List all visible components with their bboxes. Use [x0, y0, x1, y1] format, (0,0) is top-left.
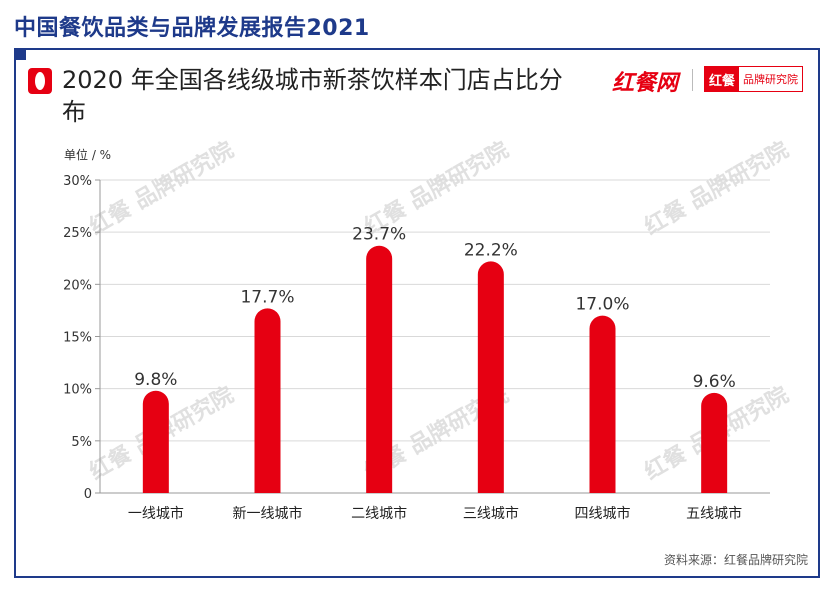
value-label-4: 22.2% — [464, 240, 518, 260]
bar-1 — [142, 390, 169, 493]
logo-main: 红餐网 — [612, 71, 679, 96]
corner-square — [14, 48, 26, 60]
logo-badge-right: 品牌研究院 — [743, 73, 799, 86]
chart-frame — [14, 48, 820, 578]
category-label-2: 新一线城市 — [233, 505, 303, 522]
y-tick-label: 25% — [63, 226, 92, 241]
value-label-3: 23.7% — [352, 225, 406, 245]
watermark-text: 红餐 品牌研究院 — [85, 137, 238, 240]
category-label-3: 二线城市 — [351, 505, 407, 522]
logo-separator — [692, 69, 693, 91]
value-label-6: 9.6% — [693, 372, 736, 392]
report-title: 中国餐饮品类与品牌发展报告2021 — [14, 16, 370, 41]
value-label-5: 17.0% — [575, 295, 629, 315]
bar-4 — [477, 261, 504, 493]
y-tick-label: 15% — [63, 331, 92, 346]
value-label-2: 17.7% — [240, 287, 294, 307]
logo-badge-left: 红餐 — [705, 67, 740, 91]
y-tick-label: 5% — [71, 435, 92, 450]
unit-label: 单位 / % — [64, 148, 112, 162]
y-tick-label: 30% — [63, 174, 92, 189]
y-tick-label: 0 — [84, 487, 92, 502]
source-label: 资料来源：红餐品牌研究院 — [663, 553, 808, 567]
bar-6 — [701, 392, 728, 493]
category-label-5: 四线城市 — [575, 505, 631, 522]
category-label-6: 五线城市 — [686, 505, 742, 522]
y-tick-label: 20% — [63, 278, 92, 293]
bar-3 — [366, 245, 393, 493]
category-label-1: 一线城市 — [128, 505, 184, 522]
logo-badge: 红餐 品牌研究院 — [704, 66, 804, 92]
y-tick-label: 10% — [63, 383, 92, 398]
bar-5 — [589, 315, 616, 493]
bar-2 — [254, 308, 281, 493]
watermark-text: 红餐 品牌研究院 — [640, 137, 793, 240]
value-label-1: 9.8% — [134, 370, 177, 390]
chart-title: 2020 年全国各线级城市新茶饮样本门店占比分布 — [62, 66, 563, 126]
category-label-4: 三线城市 — [463, 505, 519, 522]
title-marker-icon — [28, 68, 52, 94]
